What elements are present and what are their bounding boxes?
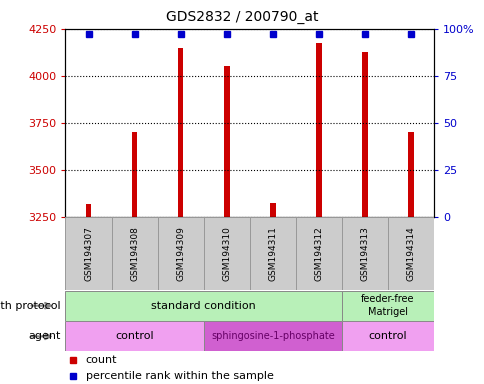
Bar: [387, 217, 433, 290]
Bar: [65, 291, 341, 321]
Bar: [341, 321, 433, 351]
Text: control: control: [115, 331, 153, 341]
Bar: [203, 321, 341, 351]
Text: agent: agent: [28, 331, 61, 341]
Text: GSM194308: GSM194308: [130, 226, 139, 281]
Bar: [178, 48, 183, 217]
Bar: [341, 291, 433, 321]
Text: GSM194313: GSM194313: [360, 226, 369, 281]
Bar: [65, 217, 111, 290]
Bar: [316, 43, 321, 217]
Text: GSM194307: GSM194307: [84, 226, 93, 281]
Text: growth protocol: growth protocol: [0, 301, 60, 311]
Bar: [408, 132, 413, 217]
Bar: [341, 217, 387, 290]
Bar: [249, 217, 295, 290]
Bar: [65, 321, 203, 351]
Bar: [111, 217, 157, 290]
Bar: [295, 217, 341, 290]
Text: GSM194310: GSM194310: [222, 226, 231, 281]
Bar: [224, 66, 229, 217]
Bar: [86, 204, 91, 217]
Bar: [132, 132, 137, 217]
Bar: [203, 217, 249, 290]
Bar: [270, 203, 275, 217]
Text: feeder-free
Matrigel: feeder-free Matrigel: [361, 295, 414, 317]
Text: GDS2832 / 200790_at: GDS2832 / 200790_at: [166, 10, 318, 23]
Text: percentile rank within the sample: percentile rank within the sample: [86, 371, 273, 381]
Text: GSM194312: GSM194312: [314, 226, 323, 281]
Text: GSM194309: GSM194309: [176, 226, 185, 281]
Text: control: control: [368, 331, 407, 341]
Text: GSM194311: GSM194311: [268, 226, 277, 281]
Bar: [157, 217, 203, 290]
Text: count: count: [86, 354, 117, 364]
Text: sphingosine-1-phosphate: sphingosine-1-phosphate: [211, 331, 334, 341]
Bar: [362, 52, 367, 217]
Text: GSM194314: GSM194314: [406, 226, 415, 281]
Text: standard condition: standard condition: [151, 301, 256, 311]
